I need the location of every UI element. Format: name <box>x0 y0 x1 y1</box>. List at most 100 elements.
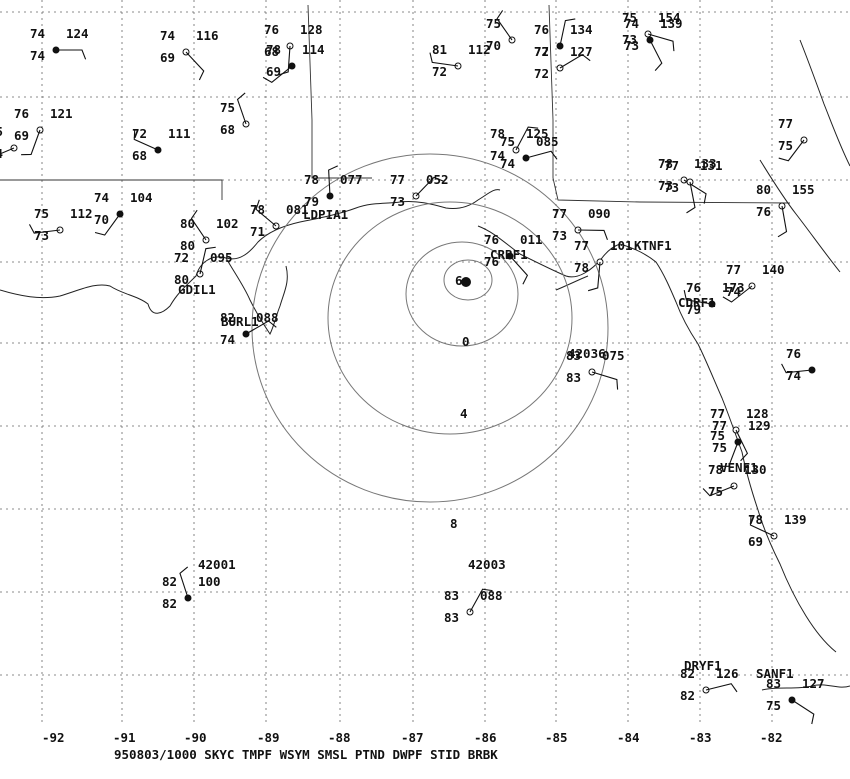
station-dewpoint: 75 <box>710 428 725 443</box>
station-pressure: 140 <box>762 262 785 277</box>
station-dewpoint: 73 <box>622 32 637 47</box>
storm-rings <box>251 153 609 503</box>
station-pressure: 011 <box>520 232 543 247</box>
station-temperature: 80 <box>756 182 771 197</box>
station-temperature: 83 <box>566 348 581 363</box>
station-id-label: LDPIA1 <box>303 207 348 222</box>
wind-barb-icon <box>777 205 788 238</box>
wind-barb-icon <box>133 129 159 151</box>
wind-barb-icon <box>199 246 216 275</box>
station-pressure: 081 <box>286 202 309 217</box>
station-temperature: 78 <box>304 172 319 187</box>
wind-barb-icon <box>94 213 121 236</box>
lon-label: -90 <box>184 730 207 745</box>
lon-label: -84 <box>617 730 640 745</box>
station-dewpoint: 74 <box>500 156 515 171</box>
station-plot: 78 74 125 <box>490 126 549 163</box>
lon-label: -92 <box>42 730 65 745</box>
station-pressure: 095 <box>210 250 233 265</box>
wind-barb-icon <box>683 290 713 305</box>
station-pressure: 111 <box>168 126 191 141</box>
station-temperature: 74 <box>160 28 175 43</box>
station-id-label: DRYF1 <box>684 658 722 673</box>
wind-barb-icon <box>686 181 696 214</box>
wind-barb-icon <box>255 199 277 227</box>
station-dewpoint: 74 <box>220 332 235 347</box>
station-temperature: 77 <box>534 44 549 59</box>
lon-label: -87 <box>401 730 424 745</box>
station-id-label: 42001 <box>198 557 236 572</box>
station-pressure: 133 <box>694 156 717 171</box>
station-temperature: 74 <box>94 190 109 205</box>
station-dewpoint: 73 <box>658 178 673 193</box>
station-plot: 74 70 104 <box>94 190 153 236</box>
station-plot: 78 75 130 <box>702 462 767 499</box>
station-pressure: 075 <box>602 348 625 363</box>
station-plot: 78 69 139 <box>748 512 807 549</box>
station-plot: 80 76 155 <box>756 182 815 238</box>
station-temperature: 83 <box>444 588 459 603</box>
storm-ring-middle <box>327 201 573 435</box>
wind-barb-icon <box>525 150 558 160</box>
station-dewpoint: 76 <box>484 254 499 269</box>
station-plot: 82 82 126 <box>680 666 739 703</box>
station-dewpoint: 68 <box>220 122 235 137</box>
station-dewpoint: 75 <box>778 138 793 153</box>
station-temperature: 77 <box>778 116 793 131</box>
station-plot: 76 76 011 <box>484 232 543 285</box>
station-id-label: CDRF1 <box>678 295 716 310</box>
station-pressure: 088 <box>256 310 279 325</box>
station-dewpoint: 73 <box>624 38 639 53</box>
storm-track-label: 4 <box>460 406 468 421</box>
station-dewpoint: 74 <box>786 368 801 383</box>
station-pressure: 121 <box>50 106 73 121</box>
station-pressure: 102 <box>216 216 239 231</box>
state-borders <box>0 4 791 204</box>
station-dewpoint: 68 <box>264 44 279 59</box>
wind-barb-icon <box>515 126 539 151</box>
wind-barb-icon <box>245 320 277 335</box>
station-plot: 77 78 101 <box>574 238 633 292</box>
longitude-axis: -92 -91 -90 -89 -88 -87 -86 -85 -84 -83 … <box>42 730 783 745</box>
station-temperature: 76 <box>786 346 801 361</box>
wind-barb-icon <box>649 39 663 71</box>
station-temperature: 81 <box>432 42 447 57</box>
station-dewpoint: 72 <box>432 64 447 79</box>
station-plot: 77 74 140 <box>722 262 785 303</box>
station-temperature: 76 <box>264 22 279 37</box>
station-temperature: 76 <box>484 232 499 247</box>
station-temperature: 82 <box>680 666 695 681</box>
station-pressure: 127 <box>570 44 593 59</box>
station-pressure: 100 <box>198 574 221 589</box>
wind-barb-icon <box>577 229 608 241</box>
wind-barb-icon <box>469 588 493 613</box>
station-dewpoint: 69 <box>748 534 763 549</box>
wind-barb-icon <box>509 255 529 285</box>
station-temperature: 75 <box>0 124 3 139</box>
wind-barb-icon <box>179 566 189 599</box>
station-pressure: 116 <box>196 28 219 43</box>
station-dewpoint: 69 <box>160 50 175 65</box>
station-dewpoint: 75 <box>766 698 781 713</box>
lon-label: -88 <box>328 730 351 745</box>
wind-barb-icon <box>328 165 338 197</box>
station-dewpoint: 75 <box>708 484 723 499</box>
storm-ring-inner <box>405 241 519 347</box>
station-pressure: 125 <box>526 126 549 141</box>
station-pressure: 130 <box>744 462 767 477</box>
station-plot: 81 72 112 <box>429 42 491 79</box>
wind-barb-icon <box>185 51 205 81</box>
station-plot: 72 68 111 <box>132 126 191 163</box>
wind-barb-icon <box>781 363 813 374</box>
station-temperature: 77 <box>710 406 725 421</box>
station-temperature: 77 <box>552 206 567 221</box>
station-temperature: 76 <box>534 22 549 37</box>
station-dewpoint: 70 <box>94 212 109 227</box>
station-temperature: 78 <box>266 42 281 57</box>
wind-barb-icon <box>705 683 738 693</box>
